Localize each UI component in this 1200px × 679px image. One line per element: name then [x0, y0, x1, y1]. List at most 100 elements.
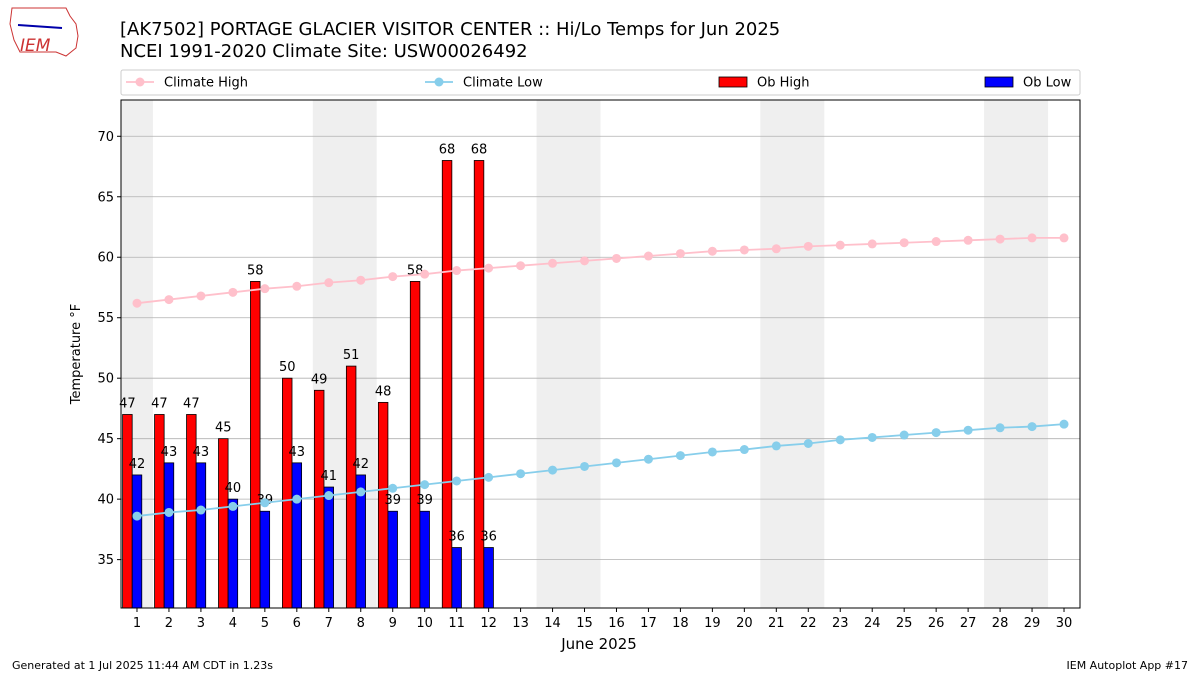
line-marker [324, 491, 334, 501]
line-marker [164, 507, 174, 517]
x-tick-label: 24 [864, 616, 881, 631]
bar-value-label: 42 [352, 457, 369, 472]
x-tick-label: 1 [133, 616, 141, 631]
line [136, 236, 1065, 305]
bar [483, 547, 494, 609]
bar [163, 462, 175, 609]
bar-value-label: 68 [439, 142, 456, 157]
line-marker [899, 430, 909, 440]
x-tick-label: 12 [480, 616, 497, 631]
plot-frame [120, 99, 1081, 609]
legend-label: Ob Low [1023, 76, 1072, 91]
line-marker [132, 298, 142, 308]
line-marker [803, 439, 813, 449]
y-tick-label: 55 [97, 311, 114, 326]
bar [195, 462, 207, 609]
line-marker [931, 237, 941, 247]
bar [218, 438, 229, 609]
x-tick-label: 8 [357, 616, 365, 631]
line-marker [292, 281, 302, 291]
bar [154, 414, 165, 609]
legend-swatch [718, 76, 748, 88]
x-tick-label: 6 [293, 616, 301, 631]
bar-value-label: 48 [375, 384, 392, 399]
bar [250, 281, 261, 609]
line-marker [771, 244, 781, 254]
bar-value-label: 36 [448, 530, 465, 545]
line-marker [835, 240, 845, 250]
y-tick-label: 60 [97, 251, 114, 266]
line-marker [356, 487, 366, 497]
bar-value-label: 49 [311, 372, 328, 387]
bar-value-label: 50 [279, 360, 296, 375]
bar [387, 510, 398, 609]
line-marker [675, 451, 685, 461]
footer-left: Generated at 1 Jul 2025 11:44 AM CDT in … [12, 659, 273, 672]
x-tick-label: 22 [800, 616, 817, 631]
weekend-band [984, 100, 1049, 608]
legend-box [120, 69, 1081, 96]
legend-swatch [984, 76, 1014, 88]
bar-value-label: 40 [225, 481, 242, 496]
bar-value-label: 47 [151, 396, 168, 411]
line-marker [835, 435, 845, 445]
legend-label: Climate High [164, 76, 248, 91]
line-marker [707, 447, 717, 457]
x-tick-label: 23 [832, 616, 849, 631]
legend-marker [434, 77, 444, 87]
line-marker [643, 454, 653, 464]
bar-value-label: 51 [343, 348, 360, 363]
line-marker [1059, 233, 1069, 243]
line-marker [643, 251, 653, 261]
line-marker [867, 432, 877, 442]
line-marker [611, 458, 621, 468]
line-marker [164, 295, 174, 305]
bar [291, 462, 303, 609]
line-marker [260, 284, 270, 294]
x-tick-label: 15 [576, 616, 593, 631]
x-tick-label: 3 [197, 616, 205, 631]
bar-value-label: 45 [215, 421, 232, 436]
line-marker [484, 472, 494, 482]
line-marker [420, 269, 430, 279]
line-marker [324, 278, 334, 288]
line-marker [1059, 419, 1069, 429]
line-marker [516, 469, 526, 479]
line-marker [548, 465, 558, 475]
bar-value-label: 39 [384, 493, 401, 508]
line-marker [675, 249, 685, 259]
line-marker [803, 241, 813, 251]
logo: IEM [9, 7, 79, 57]
x-tick-label: 9 [389, 616, 397, 631]
line-marker [739, 445, 749, 455]
x-tick-label: 16 [608, 616, 625, 631]
bar-value-label: 41 [321, 469, 338, 484]
x-tick-label: 14 [544, 616, 561, 631]
line-marker [548, 258, 558, 268]
x-axis-label: June 2025 [560, 635, 637, 653]
x-tick-label: 17 [640, 616, 657, 631]
line-marker [132, 511, 142, 521]
bar-value-label: 39 [416, 493, 433, 508]
logo-outline [9, 7, 79, 57]
line-marker [1027, 233, 1037, 243]
bar [122, 414, 133, 609]
x-tick-label: 7 [325, 616, 333, 631]
line-marker [995, 234, 1005, 244]
line-marker [196, 291, 206, 301]
x-tick-label: 13 [512, 616, 529, 631]
bar-value-label: 58 [247, 263, 264, 278]
y-tick-label: 35 [97, 553, 114, 568]
x-tick-label: 29 [1024, 616, 1041, 631]
line-marker [292, 494, 302, 504]
bar [282, 377, 293, 609]
legend-marker [135, 77, 145, 87]
bar-value-label: 47 [119, 396, 136, 411]
line-marker [228, 501, 238, 511]
x-tick-label: 19 [704, 616, 721, 631]
y-tick-label: 50 [97, 372, 114, 387]
bar-value-label: 43 [161, 445, 178, 460]
bar-value-label: 43 [193, 445, 210, 460]
